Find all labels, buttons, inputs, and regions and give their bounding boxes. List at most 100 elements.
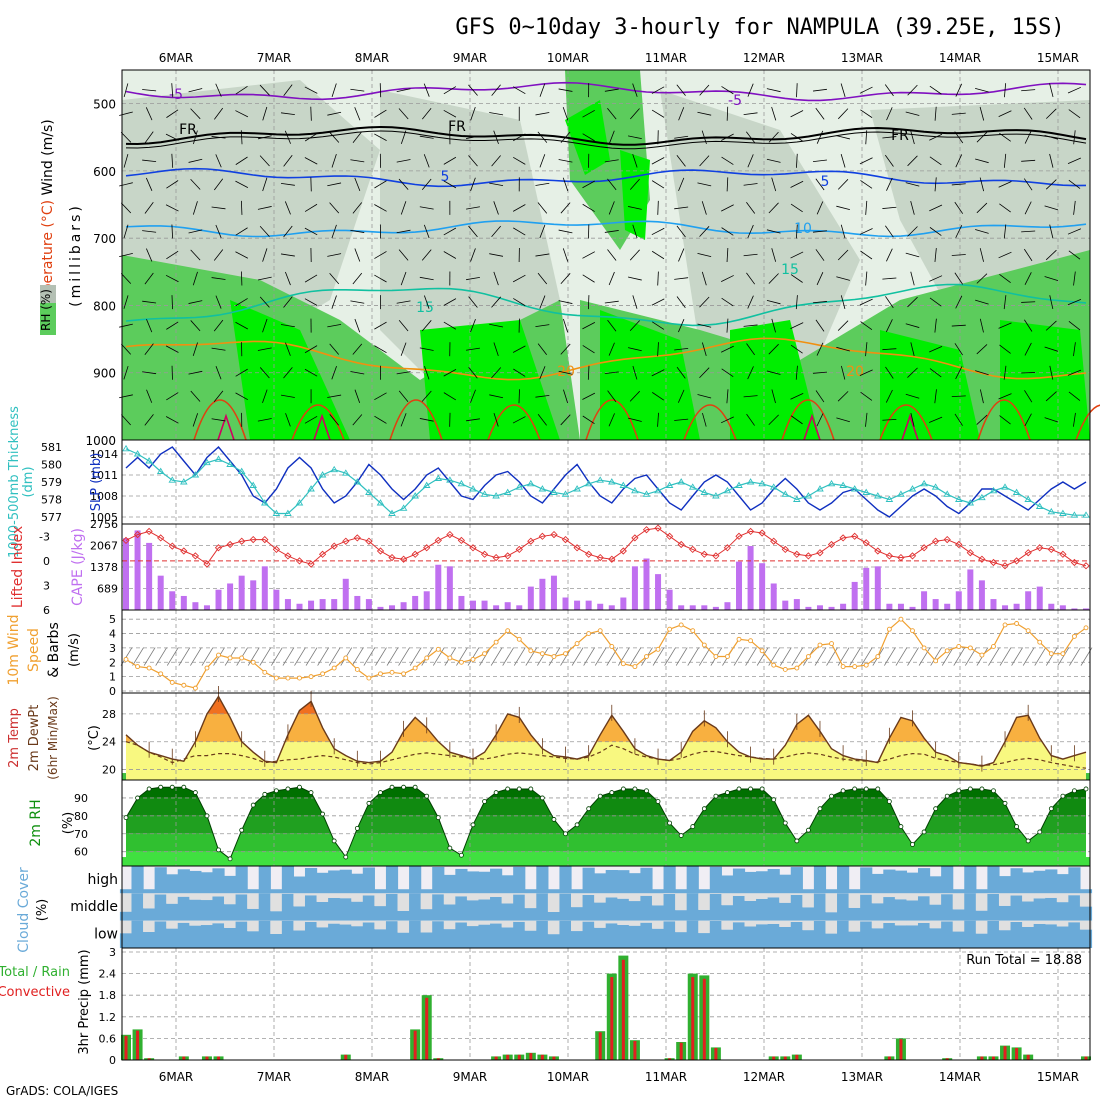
rh-marker (945, 794, 949, 798)
cloud-bar (779, 875, 791, 894)
cloud-bar (814, 921, 826, 948)
cloud-gap (640, 921, 652, 923)
cloud-bar (340, 870, 352, 894)
wind-marker (725, 655, 729, 659)
rh-marker (853, 787, 857, 791)
slp-ylabel: SLP (mb) (89, 453, 104, 512)
cloud-bar (270, 889, 282, 893)
contour-label: -5 (728, 93, 742, 109)
cloud-bar (467, 900, 479, 920)
cloud-bar (201, 872, 213, 893)
cloud-gap (305, 921, 317, 922)
wind-marker (124, 657, 128, 661)
cloud-bar (664, 894, 676, 921)
cloud-bar (999, 906, 1011, 921)
rh-marker (1049, 807, 1053, 811)
wind-marker (945, 649, 949, 653)
cloud-gap (340, 921, 352, 925)
cloud-bar (259, 866, 271, 893)
dewpt-ylabel: 2m DewPt (27, 705, 42, 772)
rh-marker (529, 787, 533, 791)
rh-marker (390, 785, 394, 789)
panel-bg (122, 948, 1090, 1060)
precip-conv-bar (217, 1057, 220, 1060)
wind-marker (471, 657, 475, 661)
cloud-gap (768, 921, 780, 924)
cloud-gap (224, 893, 236, 904)
wind-barb (172, 295, 173, 309)
cloud-bar (733, 869, 745, 894)
wind-marker (876, 655, 880, 659)
wind-marker (193, 686, 197, 690)
cloud-bar (837, 921, 849, 948)
precip-conv-bar (344, 1055, 347, 1060)
rh-marker (841, 789, 845, 793)
rh-marker (783, 821, 787, 825)
precip-conv-bar (622, 960, 625, 1060)
cloud-gap (906, 893, 918, 900)
bottom-day-label: 13MAR (841, 1070, 883, 1084)
cloud-bar (791, 895, 803, 921)
cloud-bar (398, 889, 410, 893)
cloud-bar (571, 931, 583, 948)
wind-marker (633, 665, 637, 669)
cloud-bar (698, 889, 710, 893)
cloud-bar (398, 911, 410, 921)
cloud-bar (652, 889, 664, 893)
cloud-gap (721, 893, 733, 905)
cloud-bar (814, 894, 826, 921)
cloud-bar (455, 922, 467, 948)
cloud-bar (779, 903, 791, 921)
cloud-bar (166, 874, 178, 893)
precip-conv-bar (518, 1055, 521, 1060)
cloud-gap (317, 921, 329, 928)
cloud-bar (467, 926, 479, 948)
precip-conv-bar (506, 1055, 509, 1060)
cloud-bar (166, 904, 178, 921)
cloud-bar (640, 923, 652, 948)
cloud-bar (918, 896, 930, 920)
cloud-gap (906, 921, 918, 926)
rh-marker (124, 816, 128, 820)
cloud-bar (629, 901, 641, 921)
rh-marker (876, 787, 880, 791)
cape-bar (886, 604, 892, 610)
cloud-gap (953, 921, 965, 932)
cloud-bar (606, 870, 618, 893)
rh-marker (1072, 789, 1076, 793)
precip-tick-label: 3 (109, 946, 116, 959)
wind-marker (147, 666, 151, 670)
rh2m-ylabel: 2m RH (28, 799, 44, 846)
cloud-bar (802, 930, 814, 948)
cloud-gap (744, 893, 756, 901)
wind-marker (783, 667, 787, 671)
rh-marker (702, 807, 706, 811)
cloud-bar (640, 868, 652, 894)
cloud-bar (733, 922, 745, 948)
cloud-bar (432, 921, 444, 948)
cape-bar (979, 580, 985, 610)
rh-base-band (122, 857, 1090, 866)
cloud-bar (802, 889, 814, 893)
cloud-bar (930, 928, 942, 948)
wind-ylabel-barbs: & Barbs (46, 622, 62, 678)
cloud-gap (490, 921, 502, 924)
rh-marker (621, 787, 625, 791)
cloud-gap (825, 893, 837, 912)
wind-barb (727, 107, 728, 121)
cloud-bar (768, 924, 780, 948)
cloud-gap (363, 921, 375, 923)
rh-marker (471, 823, 475, 827)
cloud-bar (282, 894, 294, 921)
wind-marker (668, 627, 672, 631)
wind-marker (344, 656, 348, 660)
wind-marker (899, 617, 903, 621)
cloud-bar (629, 926, 641, 948)
wind-marker (274, 676, 278, 680)
wind-marker (459, 660, 463, 664)
cloud-bar (317, 902, 329, 921)
contour-label: -5 (169, 87, 183, 103)
cloud-bar (1011, 922, 1023, 948)
li-tick-label: 0 (43, 555, 50, 568)
temp-ylabel: 2m Temp (7, 708, 22, 768)
